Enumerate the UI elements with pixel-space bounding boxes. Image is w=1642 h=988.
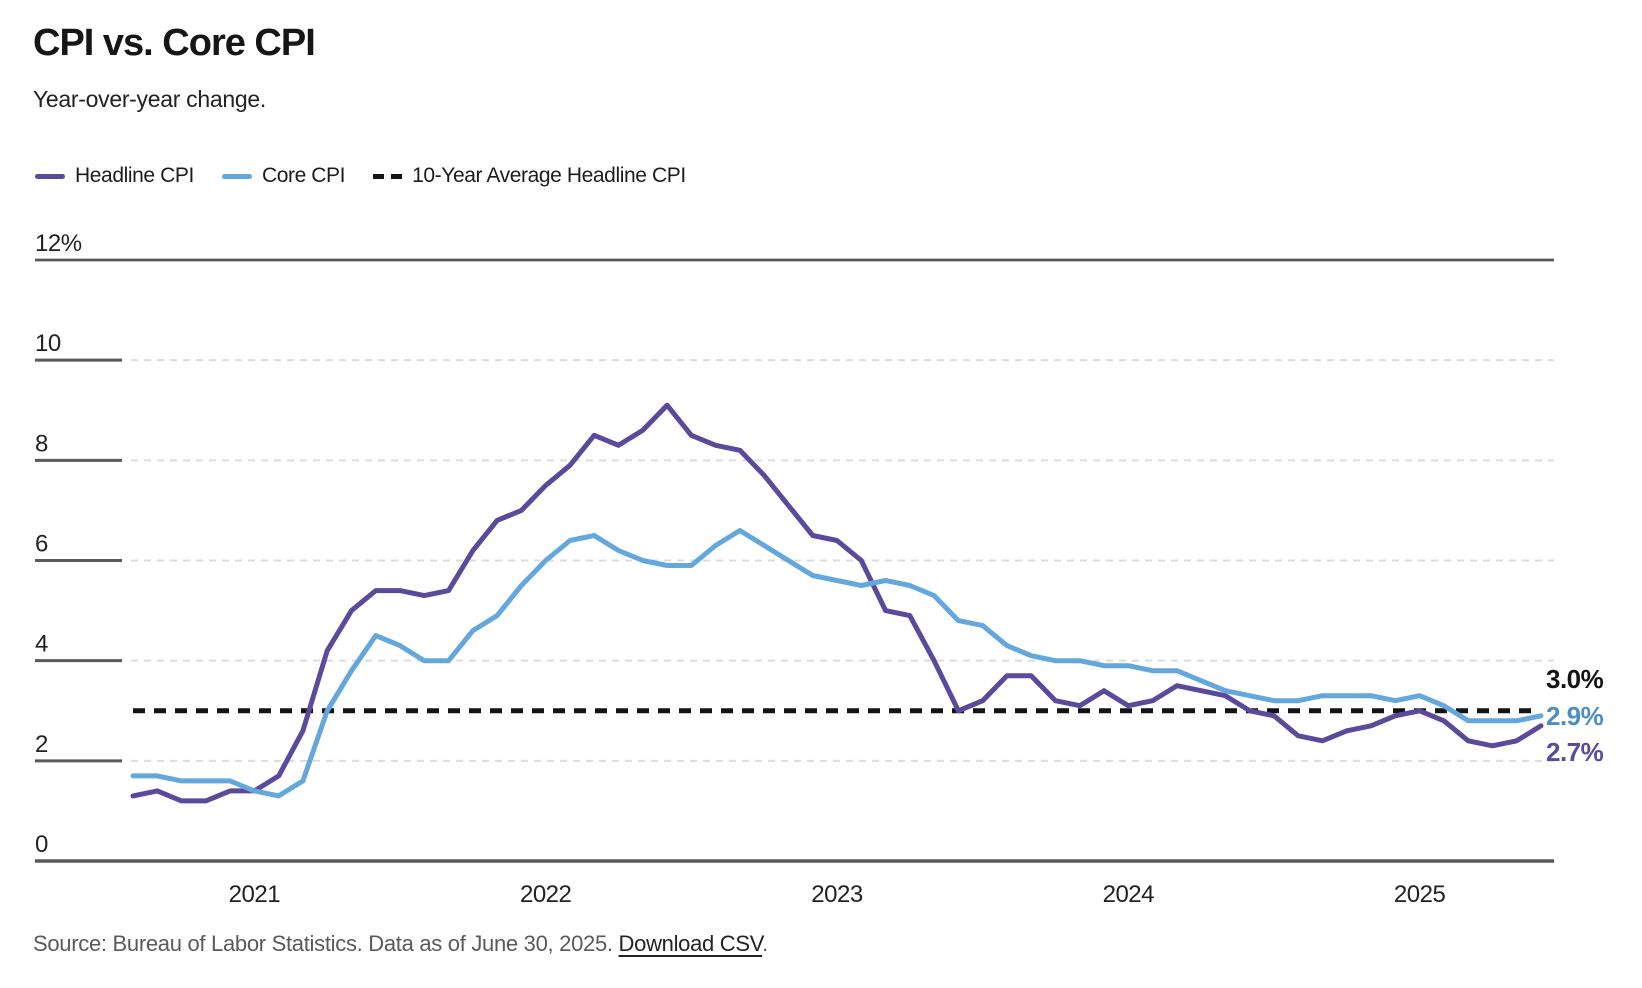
source-period: . — [762, 931, 768, 956]
y-tick-label-12%: 12% — [35, 230, 82, 257]
legend-label-core-cpi: Core CPI — [261, 164, 346, 187]
headline-cpi-line — [130, 402, 1544, 804]
y-tick-label-6: 6 — [35, 531, 48, 558]
legend-label-10yr-average: 10-Year Average Headline CPI — [412, 164, 686, 187]
end-label-2.9pct: 2.9% — [1546, 701, 1604, 731]
x-tick-label-2021: 2021 — [229, 881, 281, 908]
legend-label-headline-cpi: Headline CPI — [75, 164, 194, 187]
legend-item-core-cpi: Core CPI — [221, 164, 346, 188]
page-title: CPI vs. Core CPI — [33, 22, 316, 64]
source-note: Source: Bureau of Labor Statistics. Data… — [33, 931, 768, 957]
x-tick-label-2025: 2025 — [1394, 881, 1446, 908]
download-csv-link[interactable]: Download CSV — [618, 931, 763, 956]
y-tick-label-4: 4 — [35, 631, 48, 658]
legend-item-headline-cpi: Headline CPI — [35, 164, 194, 188]
page-subtitle: Year-over-year change. — [33, 86, 266, 112]
y-tick-label-10: 10 — [35, 330, 61, 357]
legend-item-10yr-average: 10-Year Average Headline CPI — [373, 164, 686, 188]
10yr-average-dashes-icon — [373, 173, 403, 179]
end-label-3.0pct: 3.0% — [1546, 664, 1604, 694]
core-cpi-line — [130, 528, 1544, 799]
y-tick-label-2: 2 — [35, 731, 48, 758]
y-tick-label-8: 8 — [35, 430, 48, 457]
y-tick-label-0: 0 — [35, 831, 48, 858]
x-tick-label-2023: 2023 — [811, 881, 863, 908]
x-tick-label-2024: 2024 — [1103, 881, 1155, 908]
x-tick-label-2022: 2022 — [520, 881, 572, 908]
core-cpi-swatch-icon — [221, 173, 252, 179]
end-label-2.7pct: 2.7% — [1546, 737, 1604, 767]
legend: Headline CPI Core CPI 10-Year Average He… — [35, 164, 686, 188]
headline-cpi-swatch-icon — [35, 173, 65, 179]
source-text: Source: Bureau of Labor Statistics. Data… — [33, 931, 619, 956]
